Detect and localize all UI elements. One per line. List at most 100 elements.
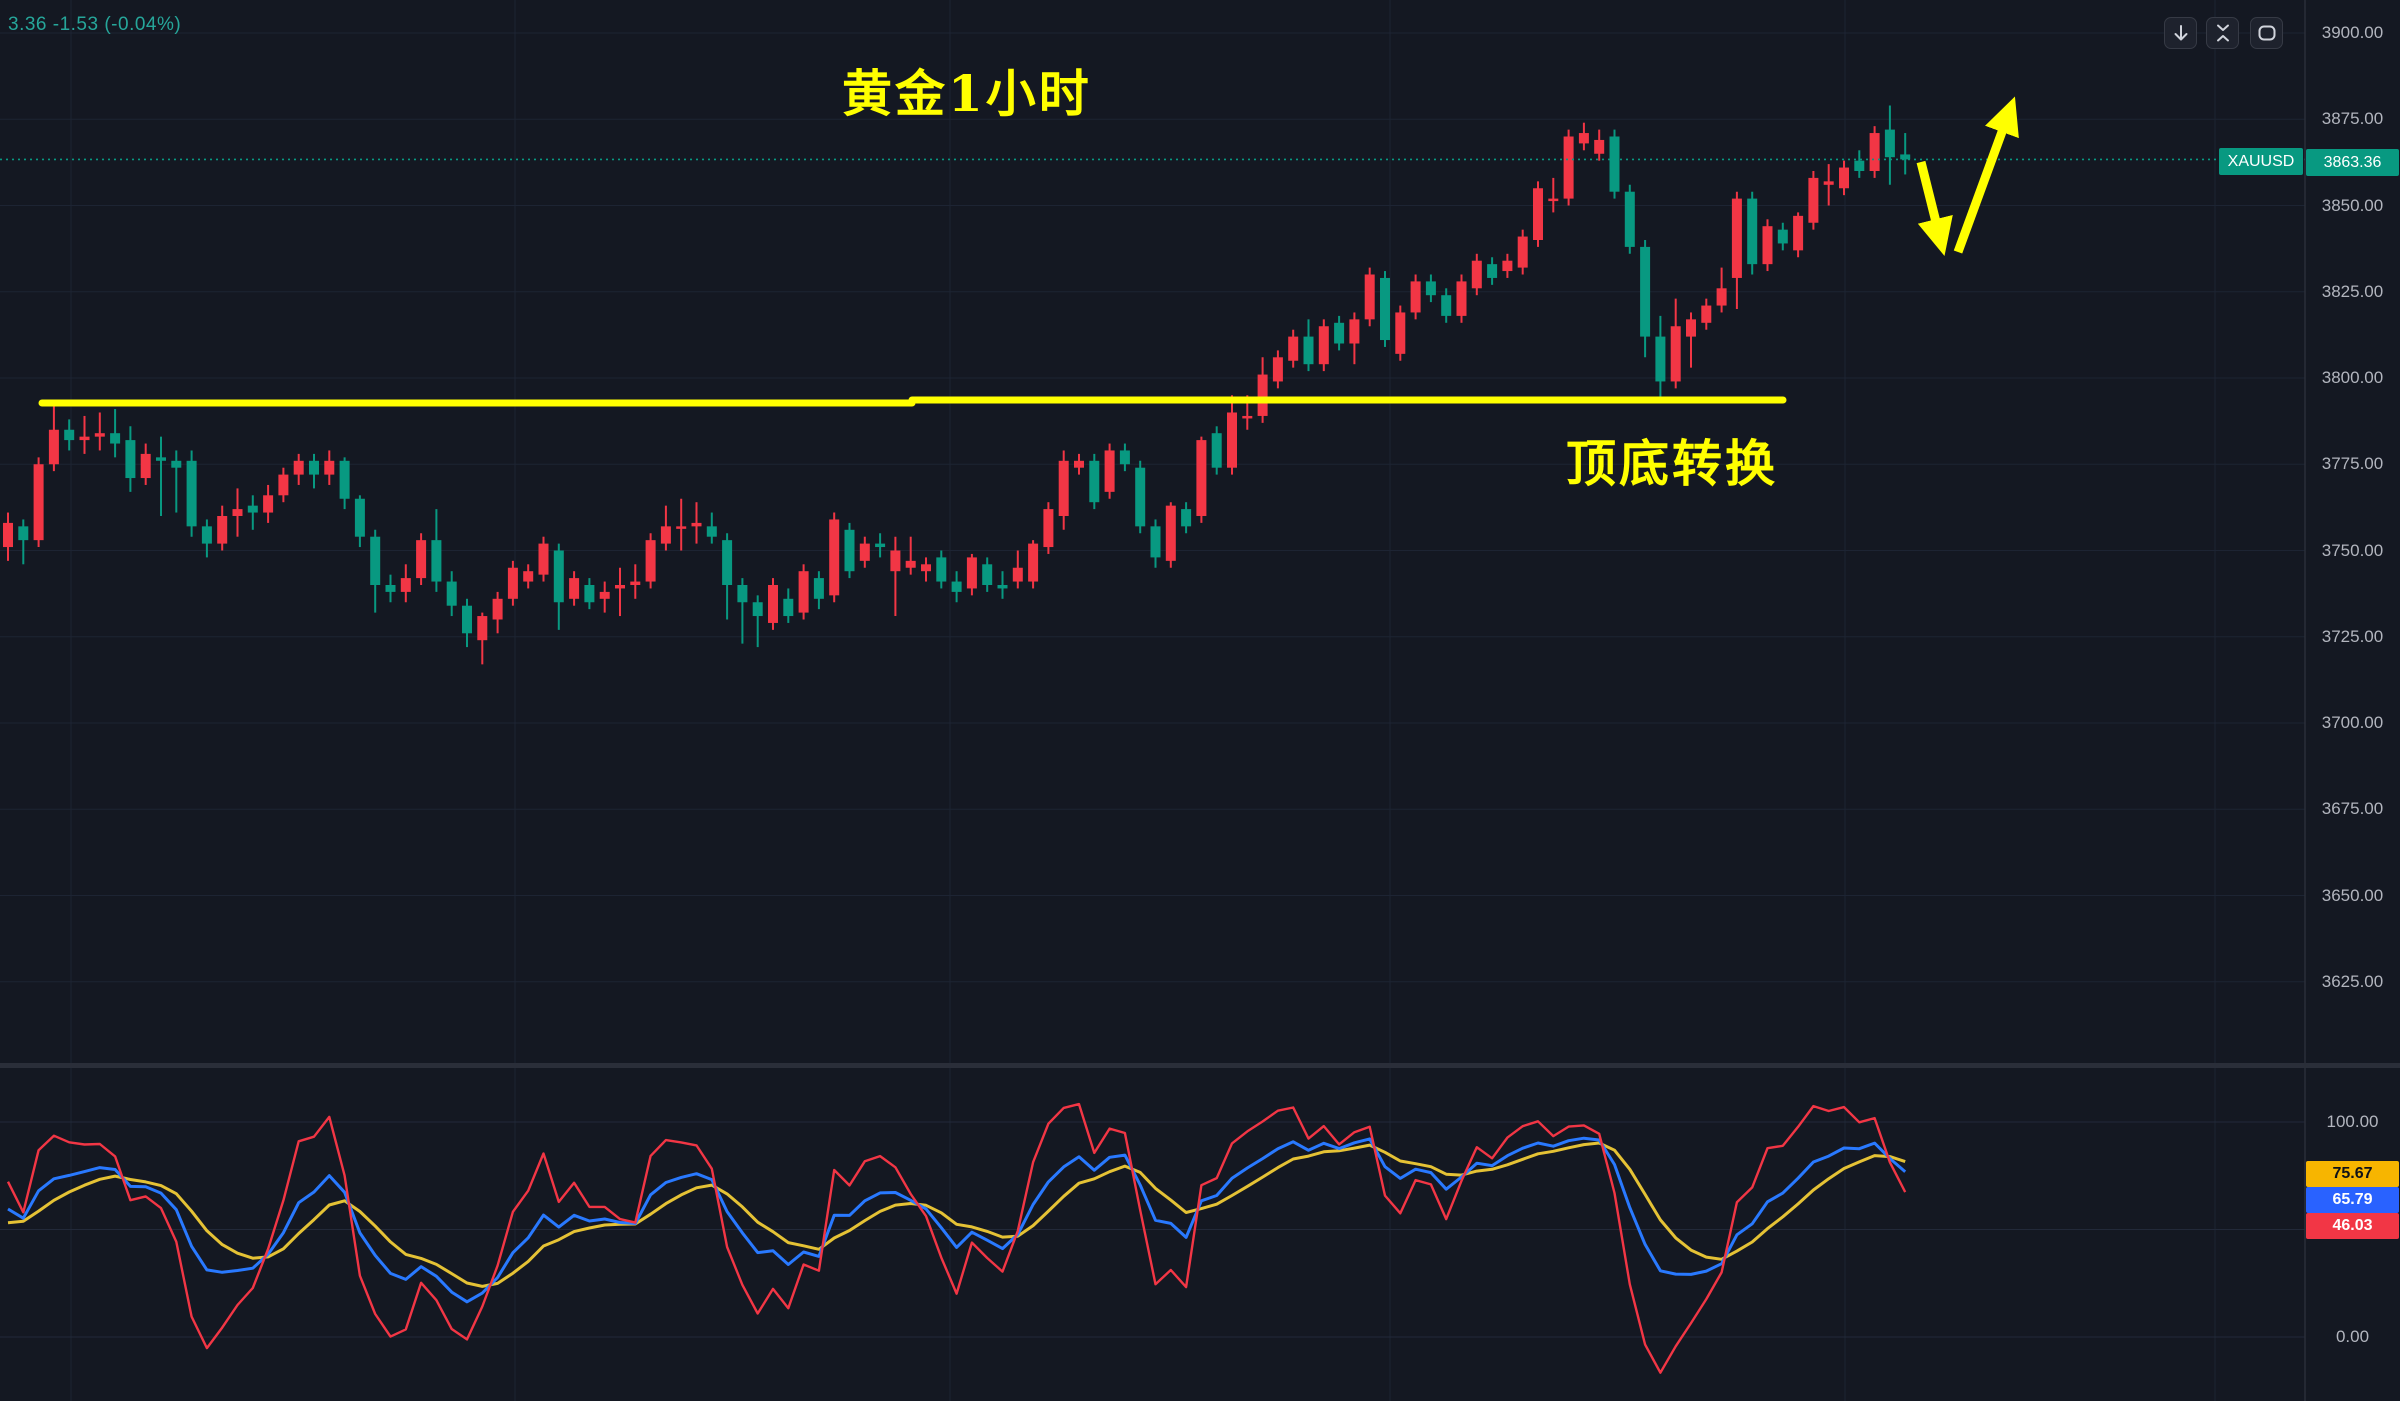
- candle-body: [1104, 450, 1115, 492]
- candle-body: [507, 567, 518, 599]
- candle-body: [722, 540, 733, 585]
- candle-body: [1640, 246, 1651, 337]
- restore-panes-button[interactable]: [2206, 17, 2239, 49]
- candle-body: [1334, 322, 1345, 344]
- candle-body: [18, 526, 29, 541]
- candle-body: [1150, 526, 1161, 558]
- candle-body: [1793, 215, 1804, 251]
- candle-body: [1211, 433, 1222, 468]
- price-axis-label: 3800.00: [2321, 368, 2384, 387]
- candle-body: [201, 526, 212, 544]
- user-drawings[interactable]: [38, 96, 2019, 407]
- candle-body: [1594, 139, 1605, 154]
- candle-body: [125, 440, 136, 479]
- candle-body: [553, 550, 564, 603]
- candlestick-series: [3, 105, 1911, 665]
- candle-body: [660, 526, 671, 544]
- price-axis-label: 3900.00: [2321, 23, 2384, 42]
- candle-body: [385, 585, 396, 592]
- candle-body: [966, 557, 977, 589]
- candle-body: [1028, 543, 1039, 582]
- candle-body: [951, 581, 962, 592]
- candle-body: [1533, 188, 1543, 240]
- candle-body: [462, 605, 472, 634]
- candle-body: [1900, 154, 1911, 160]
- annotation-support-resistance-label[interactable]: 顶底转换: [1566, 434, 1778, 493]
- candle-body: [1364, 274, 1375, 320]
- candle-body: [1165, 505, 1176, 561]
- candle-body: [1823, 181, 1834, 185]
- candle-body: [1456, 281, 1467, 316]
- kdj-d-value-badge: 75.67: [2306, 1161, 2399, 1187]
- candle-body: [1884, 129, 1895, 158]
- candle-body: [1288, 336, 1299, 361]
- candle-body: [1578, 133, 1589, 144]
- candle-body: [752, 602, 763, 617]
- arrow-down-icon: [2174, 25, 2187, 41]
- candle-body: [1074, 460, 1084, 468]
- candle-body: [1517, 236, 1528, 268]
- candle-body: [936, 557, 947, 582]
- price-axis-label: 3650.00: [2321, 885, 2384, 905]
- candle-body: [278, 474, 289, 496]
- price-axis-label: 3625.00: [2321, 971, 2384, 991]
- candle-body: [569, 578, 580, 599]
- candle-body: [1609, 136, 1620, 192]
- kdj-k-line: [7, 1136, 1907, 1304]
- candle-body: [1502, 260, 1513, 272]
- candle-body: [1410, 281, 1421, 313]
- candle-body: [48, 429, 59, 465]
- kdj-indicator-pane: [6, 1102, 1907, 1374]
- candle-body: [1043, 509, 1054, 548]
- candle-body: [1441, 295, 1452, 316]
- candle-body: [1318, 326, 1329, 365]
- candle-body: [630, 581, 641, 585]
- candle-body: [890, 550, 901, 572]
- candle-body: [875, 543, 886, 548]
- price-axis-label: 3775.00: [2321, 454, 2384, 474]
- candle-body: [186, 460, 197, 527]
- kdj-d-line: [7, 1141, 1906, 1288]
- candle-body: [523, 571, 534, 582]
- candle-body: [1012, 567, 1023, 582]
- last-price-badge: 3863.36: [2306, 149, 2399, 176]
- scroll-to-recent-bar-button[interactable]: [2164, 17, 2197, 49]
- candle-body: [1563, 136, 1574, 199]
- pane-divider[interactable]: [0, 1063, 2400, 1068]
- candle-body: [676, 526, 687, 529]
- indicator-axis-label-0: 0.00: [2335, 1327, 2370, 1346]
- candle-body: [1089, 460, 1100, 503]
- candle-body: [905, 560, 916, 568]
- candle-body: [1701, 305, 1712, 323]
- candle-body: [538, 543, 549, 575]
- kdj-j-line: [6, 1102, 1907, 1374]
- annotation-title[interactable]: 黄金1小时: [842, 64, 1092, 123]
- candle-body: [1839, 167, 1849, 189]
- candle-body: [599, 591, 610, 599]
- candle-body: [33, 464, 44, 541]
- forecast-arrow-up: [1953, 96, 2019, 254]
- candle-body: [1425, 281, 1436, 296]
- candle-body: [110, 433, 121, 444]
- candle-body: [1731, 198, 1742, 278]
- candle-body: [1395, 312, 1406, 354]
- candle-body: [706, 526, 717, 537]
- candle-body: [79, 436, 90, 441]
- candle-body: [477, 616, 488, 641]
- price-axis[interactable]: 3900.00 3875.00 3850.00 3825.00 3800.00 3775.…: [2305, 0, 2400, 1401]
- candle-body: [171, 460, 182, 468]
- candle-body: [1242, 415, 1253, 419]
- candle-body: [1762, 226, 1773, 265]
- maximize-pane-button[interactable]: [2250, 17, 2283, 49]
- candle-body: [1257, 374, 1268, 416]
- candle-body: [232, 509, 243, 516]
- candle-body: [1303, 336, 1314, 365]
- candle-body: [416, 540, 427, 579]
- candle-body: [247, 505, 258, 513]
- candle-body: [293, 460, 304, 475]
- candle-body: [446, 581, 457, 606]
- candle-body: [400, 578, 411, 592]
- candle-body: [1380, 277, 1390, 341]
